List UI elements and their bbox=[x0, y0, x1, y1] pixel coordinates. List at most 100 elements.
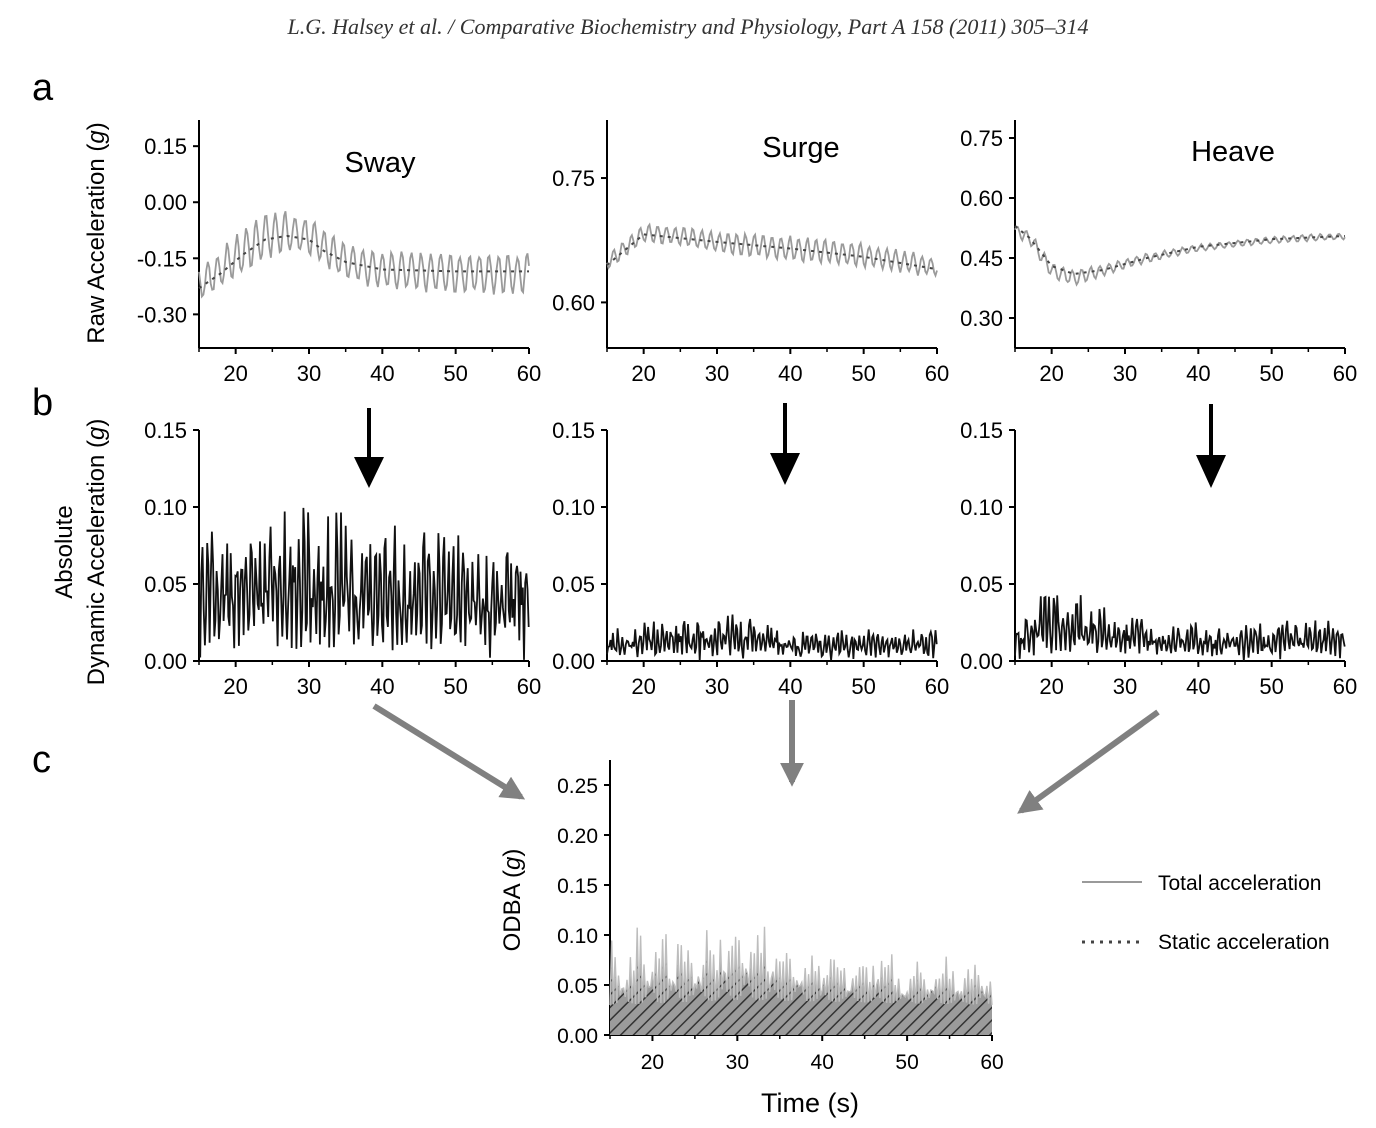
odba-area bbox=[610, 926, 992, 1035]
panel-letter-a: a bbox=[32, 67, 54, 109]
total-acceleration-line bbox=[198, 211, 530, 299]
title-surge: Surge bbox=[762, 132, 839, 164]
journal-header: L.G. Halsey et al. / Comparative Biochem… bbox=[287, 14, 1089, 39]
y-tick-label: 0.15 bbox=[144, 418, 187, 443]
y-tick-label: 0.10 bbox=[552, 495, 595, 520]
x-tick-label: 20 bbox=[1039, 361, 1063, 386]
y-tick-label: 0.15 bbox=[960, 418, 1003, 443]
x-tick-label: 40 bbox=[1186, 674, 1210, 699]
title-heave: Heave bbox=[1191, 136, 1275, 168]
panel-a-surge: Surge 20 30 40 50 60 0.75 0.60 bbox=[552, 120, 949, 386]
title-sway: Sway bbox=[345, 147, 416, 179]
x-tick-label: 50 bbox=[443, 674, 467, 699]
y-label-absolute: Absolute bbox=[51, 505, 78, 598]
x-tick-label: 60 bbox=[1333, 361, 1357, 386]
y-tick-label: 0.10 bbox=[144, 495, 187, 520]
legend-static-label: Static acceleration bbox=[1158, 931, 1330, 954]
x-tick-label: 40 bbox=[811, 1051, 834, 1074]
legend-total-label: Total acceleration bbox=[1158, 872, 1321, 895]
y-tick-label: 0.60 bbox=[960, 186, 1003, 211]
x-tick-label: 20 bbox=[223, 361, 247, 386]
y-tick-label: 0.00 bbox=[144, 649, 187, 674]
y-tick-label: 0.00 bbox=[557, 1025, 598, 1048]
x-tick-label: 40 bbox=[778, 361, 802, 386]
y-label-raw-acceleration: Raw Acceleration (g) bbox=[83, 122, 110, 343]
y-label-dynamic-acceleration: Dynamic Acceleration (g) bbox=[83, 419, 110, 686]
x-label-time: Time (s) bbox=[761, 1088, 859, 1118]
panel-letter-c: c bbox=[32, 739, 51, 781]
x-tick-label: 60 bbox=[517, 361, 541, 386]
x-tick-label: 30 bbox=[726, 1051, 749, 1074]
x-tick-label: 40 bbox=[1186, 361, 1210, 386]
y-label-odba: ODBA (g) bbox=[499, 849, 526, 952]
x-tick-label: 30 bbox=[705, 674, 729, 699]
y-tick-label: -0.30 bbox=[137, 302, 187, 327]
x-tick-label: 60 bbox=[517, 674, 541, 699]
x-tick-label: 50 bbox=[1259, 361, 1283, 386]
x-tick-label: 60 bbox=[925, 361, 949, 386]
panel-b-surge: 20 30 40 50 60 0.15 0.10 0.05 0.00 bbox=[552, 418, 949, 699]
arrow-surge-head bbox=[770, 453, 800, 485]
arrow-sway-head bbox=[354, 457, 384, 488]
y-tick-label: 0.05 bbox=[144, 572, 187, 597]
arrows bbox=[354, 403, 1226, 814]
x-tick-label: 60 bbox=[1333, 674, 1357, 699]
x-tick-label: 20 bbox=[631, 674, 655, 699]
total-acceleration-line bbox=[606, 222, 938, 279]
y-tick-label: -0.15 bbox=[137, 246, 187, 271]
x-tick-label: 20 bbox=[223, 674, 247, 699]
x-tick-label: 50 bbox=[895, 1051, 918, 1074]
x-tick-label: 40 bbox=[370, 361, 394, 386]
y-tick-label: 0.00 bbox=[144, 190, 187, 215]
y-tick-label: 0.75 bbox=[552, 166, 595, 191]
panel-b-sway: 20 30 40 50 60 0.15 0.10 0.05 0.00 bbox=[144, 418, 541, 699]
y-tick-label: 0.20 bbox=[557, 825, 598, 848]
static-acceleration-line bbox=[606, 233, 938, 271]
x-tick-label: 30 bbox=[1113, 674, 1137, 699]
x-tick-label: 30 bbox=[297, 361, 321, 386]
total-acceleration-line bbox=[1014, 225, 1346, 287]
y-tick-label: 0.60 bbox=[552, 290, 595, 315]
y-tick-label: 0.30 bbox=[960, 306, 1003, 331]
x-tick-label: 30 bbox=[297, 674, 321, 699]
dynamic-acceleration-line bbox=[606, 614, 938, 661]
y-tick-label: 0.10 bbox=[557, 925, 598, 948]
x-tick-label: 20 bbox=[641, 1051, 664, 1074]
y-tick-label: 0.15 bbox=[552, 418, 595, 443]
x-tick-label: 40 bbox=[370, 674, 394, 699]
y-tick-label: 0.45 bbox=[960, 246, 1003, 271]
arrow-heave-head bbox=[1196, 455, 1226, 488]
panel-letter-b: b bbox=[32, 382, 53, 424]
odba-line bbox=[609, 926, 993, 1006]
y-tick-label: 0.10 bbox=[960, 495, 1003, 520]
panel-c-odba: 20 30 40 50 60 0.25 0.20 0.15 0.10 0.05 0.00 bbox=[557, 760, 1004, 1074]
dynamic-acceleration-line bbox=[198, 507, 530, 660]
panel-a-sway: Sway 20 30 40 50 60 0.15 0.00 -0.15 -0.30 bbox=[137, 120, 541, 386]
x-tick-label: 30 bbox=[705, 361, 729, 386]
panel-a-heave: Heave 20 30 40 50 60 0.75 0.60 0.45 0.30 bbox=[960, 120, 1357, 386]
panel-b-heave: 20 30 40 50 60 0.15 0.10 0.05 0.00 bbox=[960, 418, 1357, 699]
y-tick-label: 0.05 bbox=[552, 572, 595, 597]
x-tick-label: 50 bbox=[851, 361, 875, 386]
y-tick-label: 0.25 bbox=[557, 775, 598, 798]
y-tick-label: 0.75 bbox=[960, 126, 1003, 151]
y-tick-label: 0.00 bbox=[960, 649, 1003, 674]
x-tick-label: 40 bbox=[778, 674, 802, 699]
dynamic-acceleration-line bbox=[1014, 595, 1346, 661]
x-tick-label: 20 bbox=[631, 361, 655, 386]
x-tick-label: 20 bbox=[1039, 674, 1063, 699]
arrow-heave-to-odba bbox=[1017, 709, 1160, 814]
y-tick-label: 0.15 bbox=[144, 134, 187, 159]
static-acceleration-line bbox=[1014, 225, 1346, 276]
legend: Total acceleration Static acceleration bbox=[1082, 872, 1330, 954]
x-tick-label: 60 bbox=[980, 1051, 1003, 1074]
x-tick-label: 50 bbox=[443, 361, 467, 386]
y-tick-label: 0.05 bbox=[960, 572, 1003, 597]
y-tick-label: 0.05 bbox=[557, 975, 598, 998]
arrow-sway-to-odba bbox=[372, 703, 526, 800]
x-tick-label: 60 bbox=[925, 674, 949, 699]
x-tick-label: 50 bbox=[851, 674, 875, 699]
y-tick-label: 0.15 bbox=[557, 875, 598, 898]
y-tick-label: 0.00 bbox=[552, 649, 595, 674]
